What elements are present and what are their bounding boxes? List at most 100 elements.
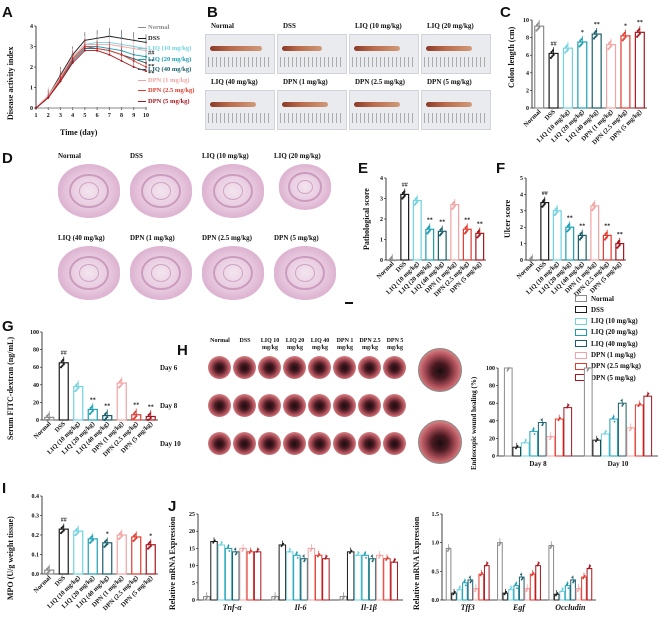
panel-e-sig-label: **: [464, 218, 470, 224]
endoscopy-image: [308, 394, 331, 417]
panel-i-bar: [87, 538, 98, 575]
panel-g-point: [47, 413, 50, 416]
panel-c-bar: [534, 25, 545, 109]
legend-label: DPN (1 mg/kg): [591, 351, 636, 359]
legend-line-swatch: [138, 100, 146, 102]
endoscopy-image: [258, 356, 281, 379]
panel-e-point: [428, 225, 431, 228]
panel-j-right-ytick-label: 1.0: [432, 541, 440, 547]
panel-a-legend-item: DPN (5 mg/kg): [138, 98, 190, 105]
endoscopy-image: [358, 356, 381, 379]
panel-j-right-point: [565, 583, 568, 586]
panel-j-left-bar: [293, 554, 301, 601]
panel-c-ytick-label: 10: [523, 18, 529, 24]
legend-label: DSS: [148, 34, 160, 42]
panel-a-xtick-label: 6: [96, 113, 99, 119]
panel-g-point: [148, 418, 151, 421]
panel-f-point: [568, 227, 571, 230]
endoscopy-image: [333, 394, 356, 417]
panel-j-right-bar: [513, 585, 520, 601]
panel-i-point: [47, 566, 50, 569]
panel-j-right-point: [514, 583, 517, 586]
panel-h-point: [620, 399, 623, 402]
panel-j-left-bar: [354, 554, 362, 601]
panel-h-point: [559, 416, 561, 419]
panel-c-point: [551, 55, 554, 58]
panel-j-left-point: [303, 560, 306, 563]
panel-c-sig-label: **: [594, 22, 600, 28]
panel-j-left-point: [220, 542, 223, 545]
panel-h-bar: [609, 418, 619, 457]
panel-c-point: [536, 23, 539, 26]
panel-g-point: [46, 414, 49, 417]
panel-j-left-point: [221, 541, 223, 544]
panel-i-ytick-label: 0.0: [32, 572, 40, 578]
panel-h-point: [586, 369, 589, 372]
panel-i-point: [62, 529, 65, 532]
ruler: [352, 113, 416, 123]
panel-j-left-bar: [307, 547, 316, 601]
panel-c-point: [636, 35, 639, 38]
panel-i-point: [119, 531, 123, 534]
panel-h-point: [630, 426, 633, 429]
panel-j-right-point: [521, 577, 524, 580]
panel-g-point: [119, 384, 122, 388]
panel-j-left-ytick-label: 10: [189, 564, 195, 570]
colon-image-label: DPN (5 mg/kg): [427, 78, 472, 86]
panel-g-point: [147, 413, 150, 417]
panel-f-point: [531, 258, 534, 262]
panel-h-ytick-label: 80: [489, 384, 495, 390]
panel-e-point: [403, 190, 406, 193]
panel-b-colon-images: Normal DSS LIQ (10 mg/kg) LIQ (20 mg/kg)…: [205, 22, 495, 137]
panel-i-point: [106, 543, 109, 546]
panel-f-point: [593, 202, 596, 205]
panel-h-point: [612, 415, 615, 418]
ruler: [280, 113, 344, 123]
colon-tissue: [210, 46, 262, 51]
panel-h-point: [557, 419, 560, 422]
panel-c-sig-label: *: [581, 30, 584, 36]
colon-tissue: [354, 46, 400, 51]
panel-j-right-point: [578, 587, 581, 590]
panel-h-point: [613, 420, 616, 423]
panel-j-right-category-label: Egf: [512, 603, 526, 612]
endoscopy-image: [383, 356, 406, 379]
panel-j-right-bar: [586, 567, 593, 601]
panel-e-point: [403, 194, 406, 197]
colon-tissue: [354, 102, 400, 107]
panel-c-point: [609, 40, 612, 43]
tissue-ring: [141, 173, 181, 209]
panel-j-right-point: [470, 580, 473, 583]
panel-j-right-point: [452, 593, 455, 596]
panel-j-left-point: [365, 556, 367, 559]
panel-h-endoscopy: Normal DSS LIQ 10 mg/kg LIQ 20 mg/kg LIQ 40 …: [160, 338, 470, 478]
histology-label: LIQ (40 mg/kg): [58, 234, 105, 242]
panel-j-right-point: [509, 587, 512, 590]
panel-f-bar: [540, 202, 550, 261]
panel-g-ytick-label: 40: [33, 383, 39, 389]
panel-j-left-point: [257, 548, 260, 551]
panel-e-point: [416, 200, 419, 204]
panel-j-left-ytick-label: 15: [189, 546, 195, 552]
group-legend-item: LIQ (20 mg/kg): [575, 327, 638, 338]
panel-f-point: [543, 198, 546, 201]
legend-swatch: [575, 317, 587, 325]
panel-f-sig-label: **: [567, 215, 573, 221]
panel-j-left-point: [226, 546, 229, 549]
panel-j-right-point: [480, 573, 483, 576]
panel-h-point: [532, 429, 534, 431]
panel-j-left-point: [317, 554, 320, 557]
legend-label: DPN (5 mg/kg): [591, 373, 636, 382]
panel-j-right-point: [525, 590, 528, 593]
panel-e-point: [391, 258, 394, 262]
endoscopy-image: [383, 432, 406, 455]
panel-j-right-point: [566, 582, 569, 584]
panel-h-bar: [617, 402, 627, 457]
panel-j-left-point: [227, 544, 230, 547]
endoscopy-column-label: Normal: [210, 338, 230, 344]
panel-j-right-chart: 0.0 0.5 1.0 1.5 Tff3 Egf Occludin: [432, 512, 596, 612]
panel-a-point: [59, 107, 62, 109]
panel-h-point: [515, 447, 517, 450]
panel-f-point: [618, 239, 621, 242]
panel-e-point: [415, 196, 418, 199]
